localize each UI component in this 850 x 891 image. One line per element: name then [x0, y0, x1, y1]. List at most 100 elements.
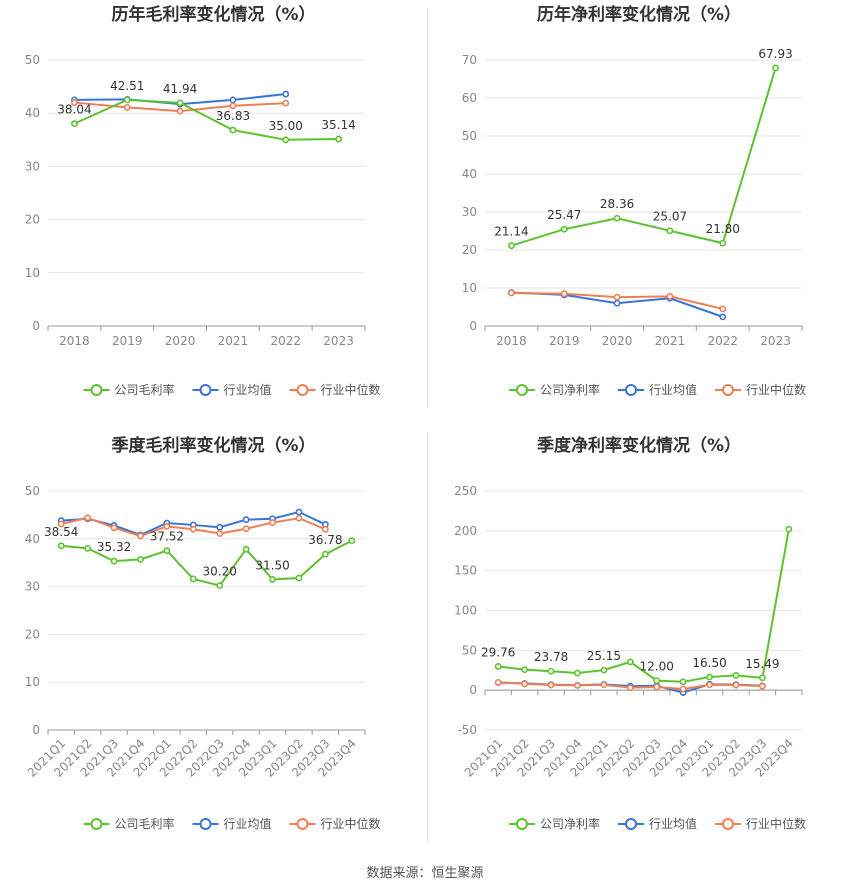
data-point-industry_median: [706, 681, 713, 689]
legend-item-industry_avg[interactable]: 行业均值: [192, 816, 272, 831]
data-point-industry_median: [666, 292, 674, 300]
series-line-company: [511, 67, 777, 247]
legend-swatch-marker: [516, 384, 528, 396]
data-label: 12.00: [640, 660, 674, 674]
legend-label: 公司净利率: [540, 382, 600, 397]
series-line-company: [61, 539, 353, 587]
divider-vertical-top: [427, 8, 428, 408]
data-label: 41.94: [163, 82, 197, 96]
data-point-industry_avg: [242, 516, 250, 524]
data-point-company: [758, 674, 766, 682]
chart-title: 历年毛利率变化情况（%）: [111, 4, 315, 25]
data-point-company: [666, 227, 674, 235]
data-point-company: [295, 574, 303, 582]
data-point-company: [600, 666, 608, 674]
chart-annual-gross-svg: 历年毛利率变化情况（%） 0 10 20 30 40 50 2018 2019 2020 2021 2…: [25, 4, 381, 397]
data-point-company: [163, 547, 171, 555]
data-point-industry_median: [242, 525, 250, 533]
legend-item-industry_avg[interactable]: 行业均值: [192, 382, 272, 397]
legend-label: 行业中位数: [746, 382, 806, 397]
series-line-company: [498, 529, 790, 683]
y-tick-label: 100: [454, 604, 477, 618]
data-label: 25.07: [653, 210, 687, 224]
x-tick-label: 2023: [323, 334, 354, 348]
data-label: 42.51: [110, 79, 144, 93]
data-label: 36.83: [216, 109, 250, 123]
data-point-company: [189, 575, 197, 583]
data-point-industry_median: [547, 681, 555, 689]
data-point-industry_median: [600, 681, 608, 689]
x-tick-label: 2020: [602, 334, 633, 348]
data-label: 38.54: [44, 525, 78, 539]
data-label: 16.50: [692, 656, 726, 670]
x-tick-label: 2019: [549, 334, 580, 348]
x-tick-label: 2022: [270, 334, 301, 348]
legend-label: 行业中位数: [321, 816, 381, 831]
data-point-industry_median: [216, 530, 224, 537]
legend-swatch-marker: [722, 384, 734, 396]
data-label: 38.04: [57, 103, 91, 117]
data-point-company: [732, 672, 740, 679]
legend-label: 行业均值: [224, 816, 272, 831]
data-point-company: [626, 658, 634, 666]
data-label: 23.78: [534, 650, 568, 664]
x-tick-label: 2022: [707, 334, 738, 348]
legend-item-industry_avg[interactable]: 行业均值: [618, 816, 697, 831]
legend-label: 行业均值: [224, 382, 272, 397]
data-point-industry_median: [719, 305, 727, 313]
data-point-company: [719, 239, 727, 247]
y-tick-label: 60: [462, 91, 477, 105]
y-tick-label: 20: [25, 213, 40, 227]
legend-swatch-marker: [296, 384, 309, 396]
legend-item-company[interactable]: 公司净利率: [509, 816, 600, 831]
data-point-company: [176, 99, 184, 107]
data-label: 36.78: [308, 533, 342, 547]
data-point-industry_median: [57, 520, 65, 528]
data-label: 21.80: [706, 222, 740, 236]
legend-item-company[interactable]: 公司毛利率: [83, 816, 175, 831]
legend-swatch-marker: [199, 384, 212, 396]
data-point-industry_median: [71, 99, 78, 106]
legend-item-industry_median[interactable]: 行业中位数: [715, 816, 806, 831]
data-point-industry_median: [521, 680, 529, 688]
legend-item-company[interactable]: 公司毛利率: [83, 382, 175, 397]
data-point-industry_avg: [613, 299, 621, 307]
data-point-industry_median: [282, 99, 290, 107]
legend-item-industry_median[interactable]: 行业中位数: [289, 382, 381, 397]
data-point-industry_median: [189, 525, 197, 533]
legend-swatch-marker: [516, 818, 528, 830]
y-tick-label: 20: [462, 243, 477, 257]
data-point-company: [679, 678, 687, 686]
data-point-company: [785, 525, 793, 533]
data-point-company: [229, 126, 237, 134]
data-point-company: [269, 576, 276, 583]
y-tick-label: 0: [469, 683, 477, 697]
y-tick-label: 50: [462, 129, 477, 143]
legend-item-company[interactable]: 公司净利率: [509, 382, 600, 397]
x-tick-label: 2023: [760, 334, 791, 348]
y-tick-label: 30: [25, 159, 40, 173]
y-tick-label: 20: [25, 627, 40, 641]
data-label: 25.47: [547, 208, 581, 222]
legend-swatch-marker: [296, 818, 309, 830]
data-label: 35.32: [97, 540, 131, 554]
chart-quarterly-net-svg: 季度净利率变化情况（%）-500501001502002502021Q12021…: [454, 435, 806, 831]
data-point-industry_median: [163, 522, 171, 530]
legend-label: 行业均值: [649, 382, 697, 397]
legend-swatch-marker: [625, 818, 637, 830]
legend-item-industry_median[interactable]: 行业中位数: [715, 382, 806, 397]
chart-quarterly-net-margin: 季度净利率变化情况（%） -50 0 50 100 150 200 250 2021Q1 2021…: [428, 428, 850, 853]
data-point-industry_avg: [229, 96, 237, 104]
data-point-company: [348, 537, 356, 545]
y-tick-label: 40: [25, 532, 40, 546]
y-tick-label: 30: [25, 580, 40, 594]
data-point-industry_avg: [295, 508, 303, 516]
data-point-industry_median: [732, 681, 740, 689]
legend-item-industry_avg[interactable]: 行业均值: [618, 382, 697, 397]
data-point-industry_median: [269, 519, 276, 526]
x-tick-label: 2020: [165, 334, 196, 348]
data-label: 30.20: [203, 565, 237, 579]
data-point-industry_median: [176, 107, 184, 115]
legend-item-industry_median[interactable]: 行业中位数: [289, 816, 381, 831]
data-point-industry_avg: [282, 90, 290, 98]
